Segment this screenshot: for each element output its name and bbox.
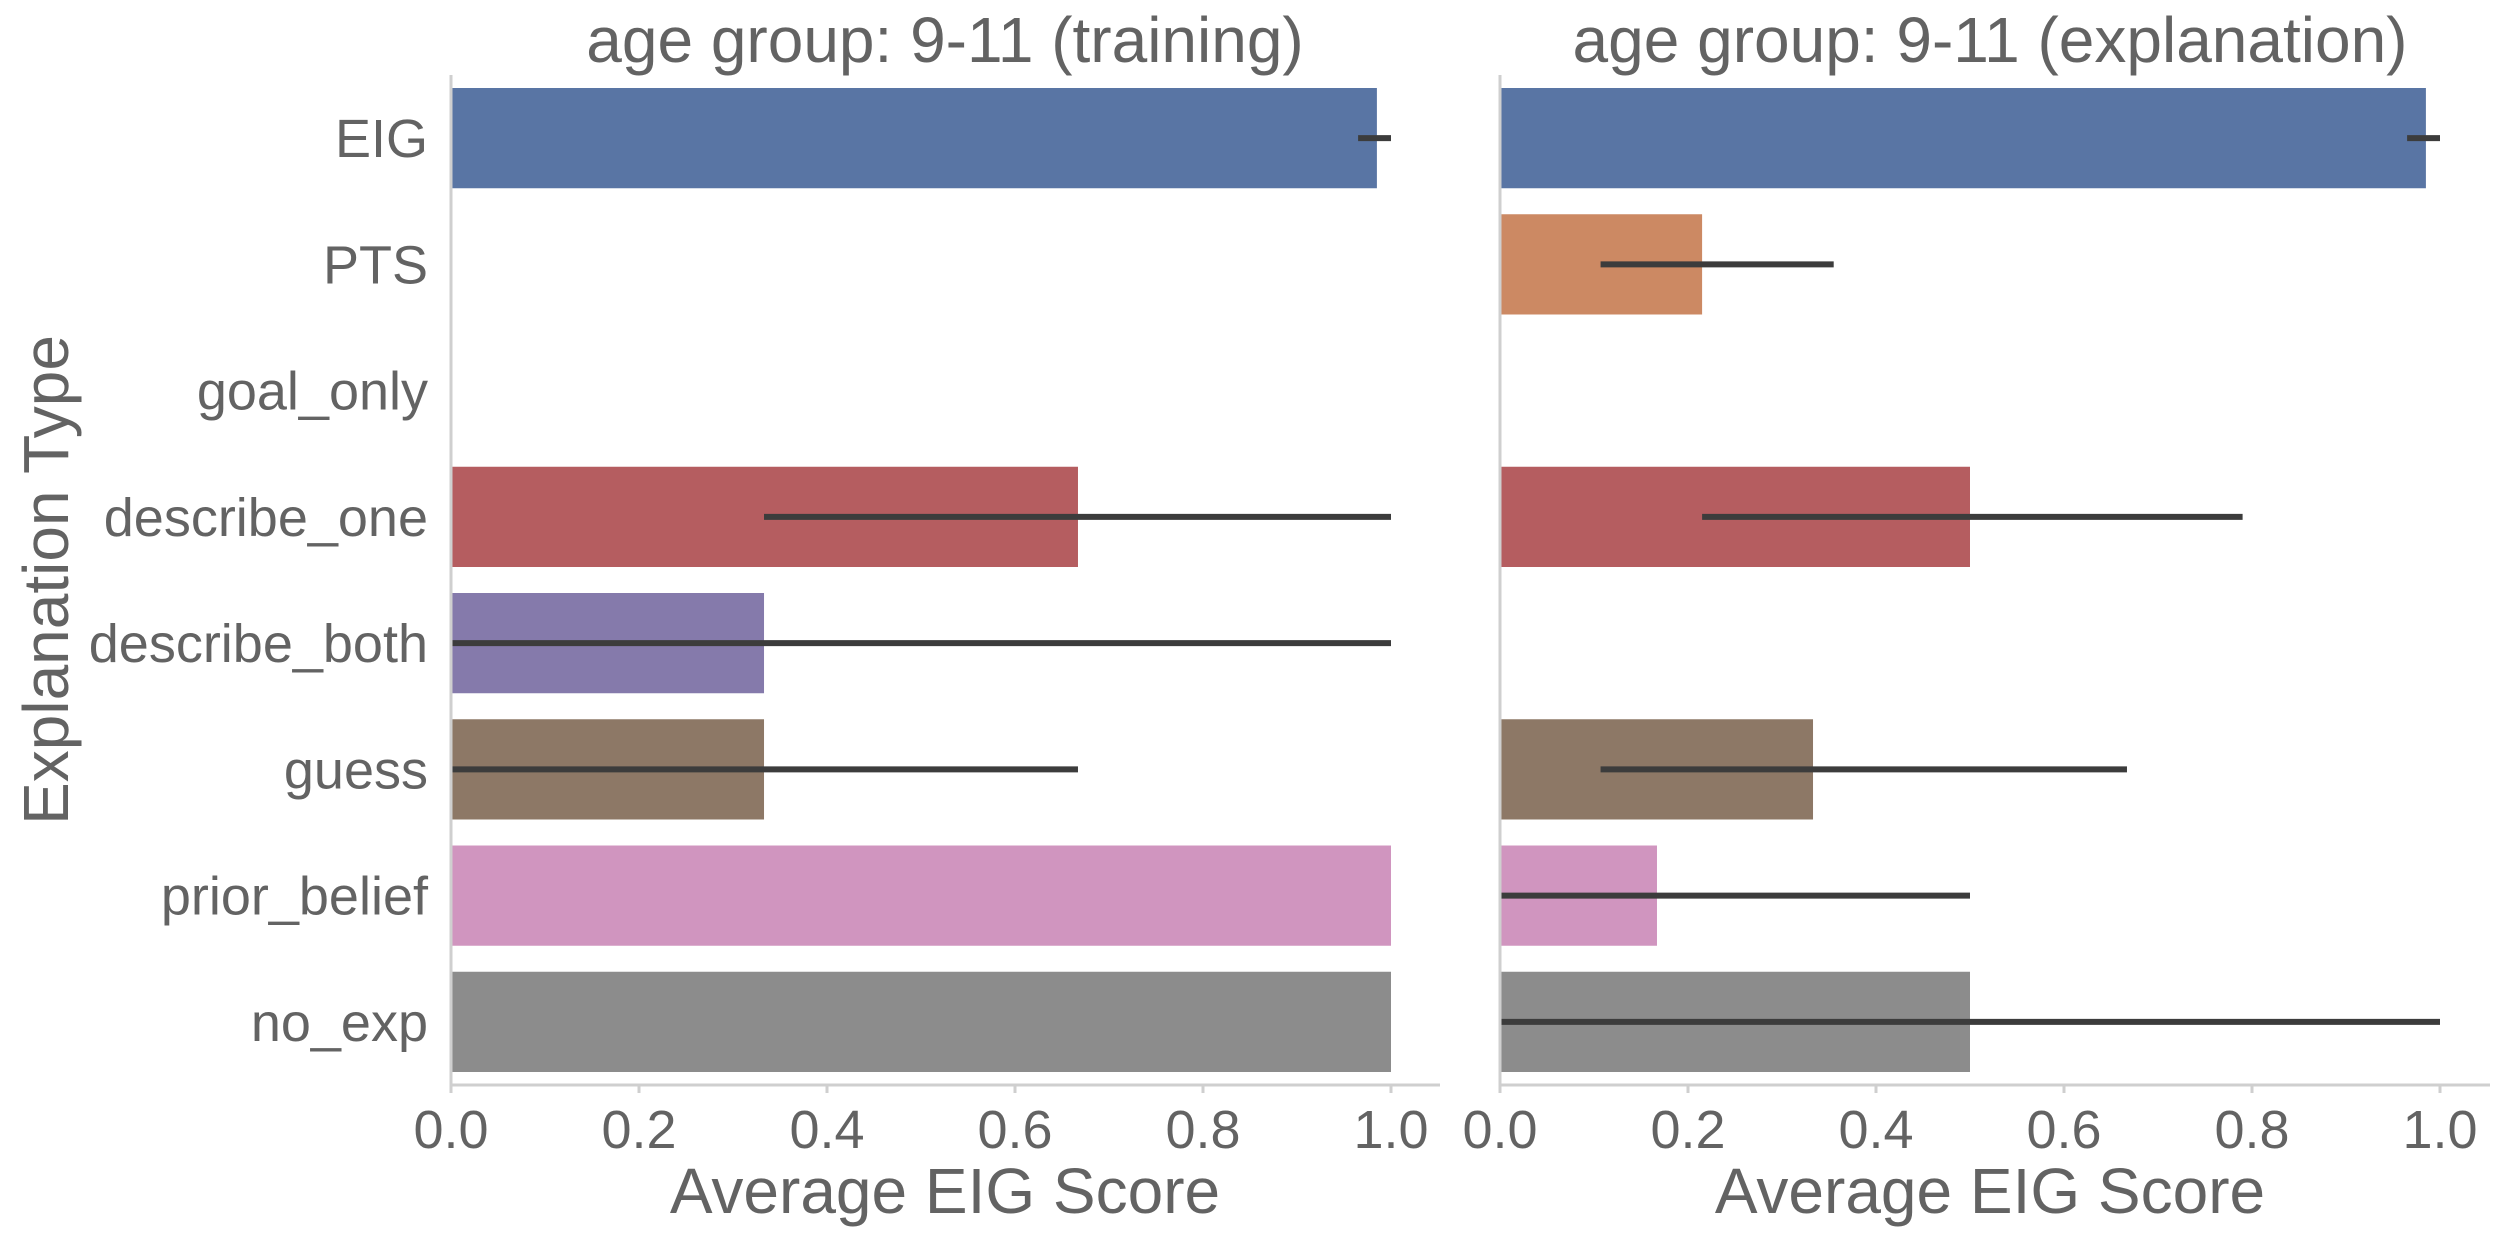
x-tick-label: 0.4: [789, 1100, 864, 1160]
bar-prior-belief: [451, 845, 1391, 946]
x-tick-label: 0.0: [413, 1100, 488, 1160]
error-bars-training: [451, 135, 1391, 773]
y-tick-label-no-exp: no_exp: [251, 993, 428, 1053]
x-ticks-training: 0.0 0.2 0.4 0.6 0.8 1.0: [413, 1085, 1429, 1160]
y-tick-label-describe-both: describe_both: [89, 614, 428, 674]
x-tick-label: 0.8: [2214, 1100, 2289, 1160]
bar-no-exp: [451, 971, 1391, 1072]
x-tick-label: 0.0: [1462, 1100, 1537, 1160]
x-tick-label: 0.4: [1838, 1100, 1913, 1160]
y-tick-label-prior-belief: prior_belief: [161, 867, 429, 927]
panel-explanation: age group: 9-11 (explanation) 0.0 0.2 0.4 0…: [1462, 4, 2490, 1227]
x-tick-label: 0.6: [977, 1100, 1052, 1160]
panel-title-explanation: age group: 9-11 (explanation): [1573, 4, 2408, 76]
x-ticks-explanation: 0.0 0.2 0.4 0.6 0.8 1.0: [1462, 1085, 2478, 1160]
bar-EIG: [1500, 88, 2426, 189]
bars-training: [451, 88, 1391, 1072]
bar-EIG: [451, 88, 1377, 189]
x-tick-label: 0.2: [1650, 1100, 1725, 1160]
panel-title-training: age group: 9-11 (training): [586, 4, 1303, 76]
bars-explanation: [1500, 88, 2426, 1072]
y-categories: EIG PTS goal_only describe_one describe_both…: [89, 109, 429, 1053]
panel-training: age group: 9-11 (training) 0.0 0.2 0.4 0.6 0…: [89, 4, 1440, 1227]
error-bars-explanation: [1500, 135, 2440, 1025]
x-tick-label: 0.6: [2026, 1100, 2101, 1160]
x-tick-label: 0.8: [1165, 1100, 1240, 1160]
x-tick-label: 0.2: [601, 1100, 676, 1160]
y-tick-label-guess: guess: [284, 740, 428, 800]
x-tick-label: 1.0: [1353, 1100, 1428, 1160]
y-tick-label-EIG: EIG: [335, 109, 428, 169]
y-tick-label-describe-one: describe_one: [104, 488, 428, 548]
y-axis-label: Explanation Type: [10, 335, 82, 825]
x-tick-label: 1.0: [2402, 1100, 2477, 1160]
y-tick-label-PTS: PTS: [323, 235, 428, 295]
x-axis-label-explanation: Average EIG Score: [1715, 1155, 2265, 1227]
y-tick-label-goal-only: goal_only: [197, 362, 428, 422]
x-axis-label-training: Average EIG Score: [670, 1155, 1220, 1227]
